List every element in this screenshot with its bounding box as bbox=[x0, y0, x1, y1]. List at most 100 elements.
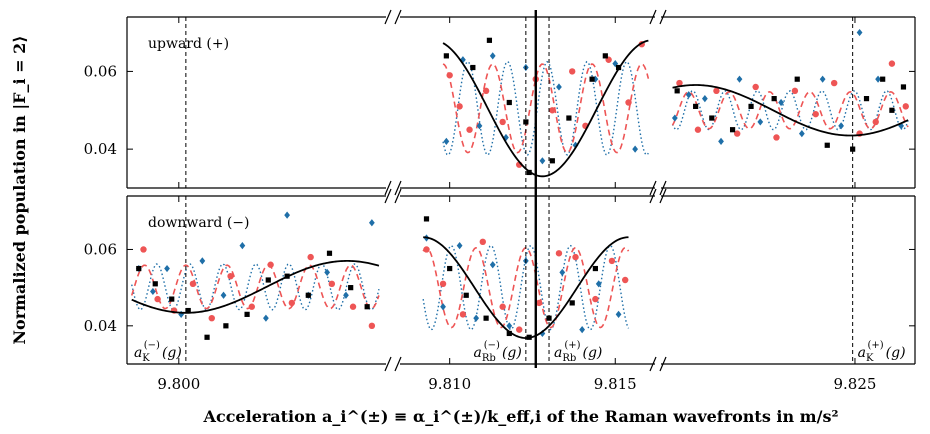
x-axis-title: Acceleration a_i^(±) ≡ α_i^(±)/k_eff,i o… bbox=[203, 407, 839, 426]
black-data-point bbox=[824, 142, 830, 148]
axis-break-mark bbox=[394, 356, 402, 372]
blue-data-point bbox=[199, 257, 206, 265]
black-data-point bbox=[470, 64, 476, 71]
red-data-point bbox=[812, 110, 819, 118]
axis-break-mark bbox=[394, 180, 402, 196]
blue-data-point bbox=[615, 310, 622, 318]
red-data-point bbox=[694, 126, 702, 133]
blue-data-point bbox=[559, 268, 566, 276]
blue-dotted-fit bbox=[671, 90, 909, 131]
red-data-point bbox=[189, 280, 197, 288]
red-data-point bbox=[349, 303, 357, 310]
red-data-point bbox=[569, 68, 576, 75]
red-data-point bbox=[439, 280, 447, 288]
red-data-point bbox=[734, 130, 741, 137]
black-data-point bbox=[169, 296, 175, 302]
axis-break-mark bbox=[649, 356, 657, 372]
blue-dotted-fit bbox=[442, 60, 649, 156]
blue-data-point bbox=[476, 122, 483, 130]
blue-data-point bbox=[671, 114, 678, 122]
red-data-point bbox=[516, 326, 523, 333]
blue-data-point bbox=[798, 129, 805, 138]
axis-break-mark bbox=[394, 9, 402, 25]
axis-break-mark bbox=[394, 188, 402, 204]
red-dashed-fit bbox=[442, 63, 650, 154]
black-data-point bbox=[305, 292, 311, 298]
text-layer: 0.06 0.04 0.06 0.04 9.800 9.810 9.815 9.825 aK(−… bbox=[10, 35, 906, 426]
black-data-point bbox=[152, 281, 158, 287]
black-data-point bbox=[900, 84, 907, 90]
black-data-point bbox=[889, 107, 895, 113]
red-data-point bbox=[368, 322, 376, 330]
red-data-point bbox=[423, 246, 430, 253]
y-axis-title: Normalized population in |F_i = 2⟩ bbox=[10, 35, 29, 344]
blue-data-point bbox=[440, 303, 446, 311]
red-data-point bbox=[676, 79, 683, 87]
red-data-point bbox=[773, 134, 780, 141]
x-tick-label: 9.800 bbox=[157, 375, 200, 393]
blue-data-point bbox=[539, 157, 546, 165]
black-data-point bbox=[423, 216, 430, 222]
black-data-point bbox=[729, 127, 736, 133]
overlay-layer bbox=[185, 10, 854, 368]
black-data-point bbox=[566, 115, 572, 121]
x-tick-label: 9.815 bbox=[594, 375, 637, 393]
y-tick-label: 0.04 bbox=[84, 140, 117, 158]
blue-data-point bbox=[220, 291, 227, 299]
blue-data-point bbox=[178, 310, 185, 318]
black-data-point bbox=[486, 37, 493, 43]
red-data-point bbox=[140, 246, 147, 253]
red-data-point bbox=[555, 250, 563, 257]
red-data-point bbox=[479, 238, 486, 246]
y-tick-label: 0.06 bbox=[84, 240, 117, 258]
panel-frames bbox=[126, 9, 916, 372]
axis-break-mark bbox=[384, 356, 392, 372]
red-data-point bbox=[267, 261, 274, 268]
red-data-point bbox=[608, 257, 616, 265]
black-data-point bbox=[549, 158, 555, 164]
red-data-point bbox=[499, 118, 506, 126]
axis-break-mark bbox=[649, 188, 657, 204]
red-data-point bbox=[713, 87, 720, 95]
black-data-point bbox=[326, 250, 333, 256]
black-data-point bbox=[771, 96, 777, 102]
panel-label: upward (+) bbox=[148, 36, 229, 52]
red-dashed-fit bbox=[671, 90, 909, 130]
red-data-point bbox=[248, 303, 255, 310]
axis-break-mark bbox=[384, 188, 392, 204]
red-data-point bbox=[830, 79, 838, 87]
red-data-point bbox=[459, 311, 467, 318]
red-data-point bbox=[572, 253, 579, 261]
blue-dotted-fit bbox=[131, 263, 380, 311]
blue-data-point bbox=[579, 326, 586, 334]
x-tick-label: 9.825 bbox=[833, 375, 876, 393]
blue-data-point bbox=[506, 322, 513, 330]
black-data-point bbox=[850, 146, 856, 152]
black-data-point bbox=[185, 307, 191, 314]
black-data-point bbox=[602, 53, 608, 59]
red-data-point bbox=[752, 83, 759, 91]
red-data-point bbox=[466, 126, 473, 133]
blue-data-point bbox=[284, 211, 290, 219]
red-data-point bbox=[872, 118, 879, 126]
red-data-point bbox=[307, 253, 314, 261]
black-data-point bbox=[136, 265, 142, 272]
red-data-point bbox=[888, 60, 896, 67]
black-data-point bbox=[880, 76, 886, 82]
blue-data-point bbox=[150, 287, 156, 296]
red-data-point bbox=[154, 295, 161, 303]
black-data-point bbox=[223, 323, 229, 329]
axis-break-mark bbox=[659, 180, 667, 196]
blue-data-point bbox=[736, 75, 743, 83]
red-data-point bbox=[227, 272, 234, 280]
black-data-point bbox=[463, 292, 469, 298]
black-data-point bbox=[863, 96, 870, 102]
blue-data-point bbox=[838, 122, 844, 130]
axis-break-mark bbox=[384, 9, 392, 25]
blue-data-point bbox=[701, 95, 708, 103]
black-fit-curve bbox=[442, 39, 649, 178]
black-data-point bbox=[265, 277, 271, 283]
reference-line-label: aRb(−) (g) bbox=[473, 340, 521, 364]
panel-label: downward (−) bbox=[148, 215, 249, 231]
